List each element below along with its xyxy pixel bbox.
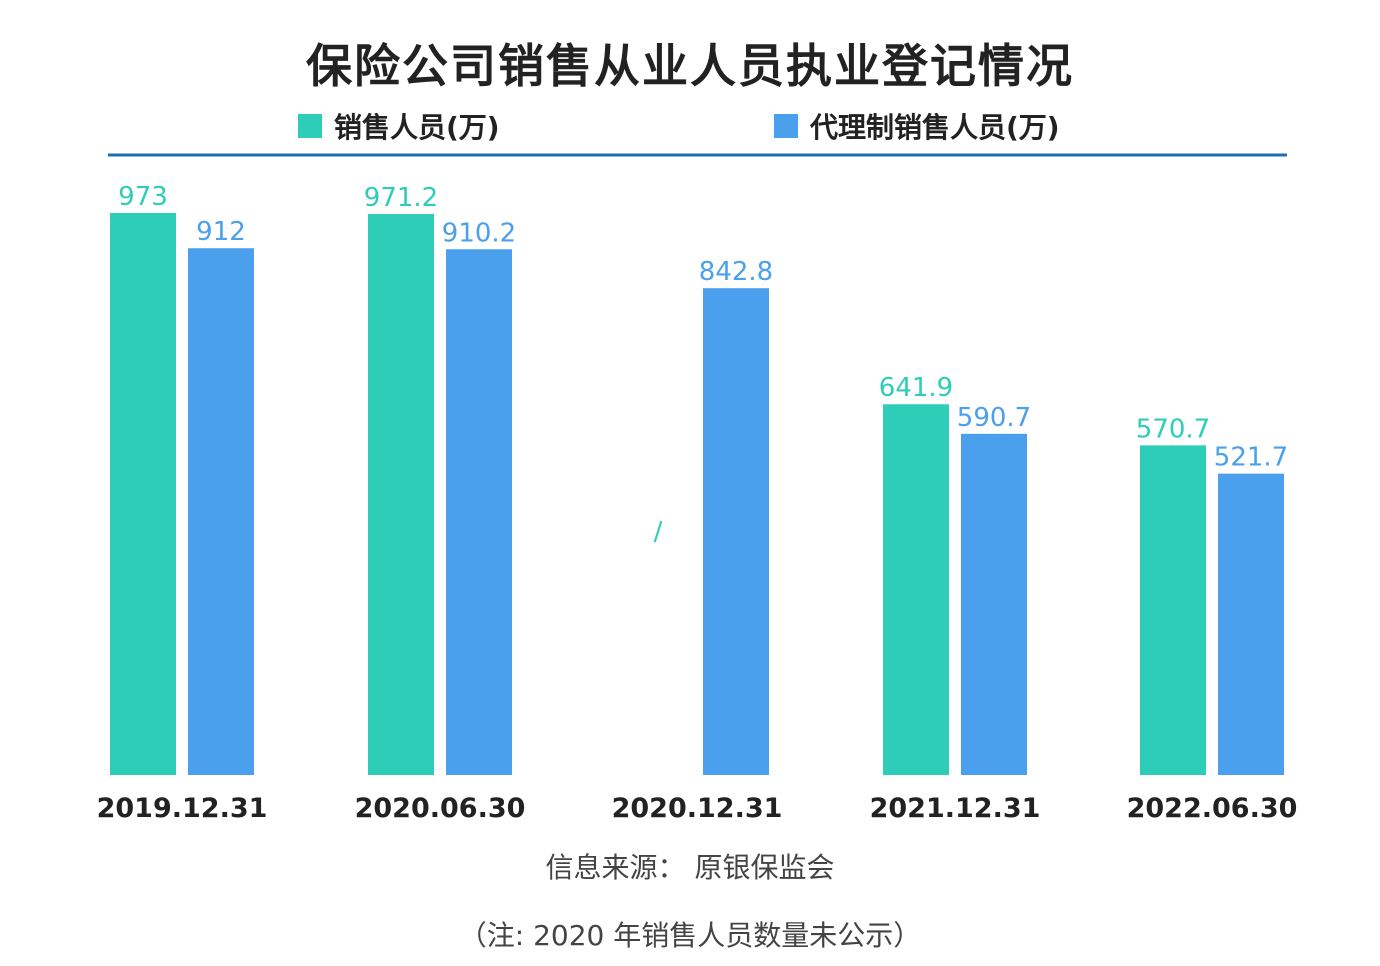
data-label-agent-0: 912 [196, 217, 246, 247]
legend: 销售人员(万) 代理制销售人员(万) [0, 106, 1380, 146]
legend-item-agent: 代理制销售人员(万) [774, 106, 1060, 146]
bar-sales-1 [368, 214, 434, 775]
data-label-agent-1: 910.2 [442, 218, 516, 248]
data-label-agent-2: 842.8 [699, 257, 773, 287]
bar-sales-0 [110, 213, 176, 775]
note-text: （注: 2020 年销售人员数量未公示） [458, 919, 922, 952]
bar-agent-1 [446, 249, 512, 776]
data-label-sales-1: 971.2 [364, 183, 438, 213]
data-label-sales-2: / [654, 517, 663, 547]
x-tick-label-4: 2022.06.30 [1127, 793, 1298, 824]
x-tick-label-2: 2020.12.31 [612, 793, 783, 824]
data-label-agent-3: 590.7 [957, 403, 1031, 433]
bar-agent-4 [1218, 473, 1284, 775]
legend-swatch-agent [774, 114, 798, 138]
bar-agent-3 [961, 433, 1027, 775]
data-label-sales-4: 570.7 [1136, 414, 1210, 444]
chart-title: 保险公司销售从业人员执业登记情况 [306, 39, 1074, 93]
bar-sales-3 [883, 404, 949, 775]
source-text: 信息来源： 原银保监会 [545, 851, 835, 884]
data-label-sales-0: 973 [118, 182, 168, 212]
legend-label-agent: 代理制销售人员(万) [810, 111, 1060, 144]
bar-agent-2 [703, 288, 769, 775]
x-tick-label-3: 2021.12.31 [870, 793, 1041, 824]
legend-item-sales: 销售人员(万) [298, 106, 500, 146]
legend-label-sales: 销售人员(万) [334, 111, 500, 144]
bar-sales-4 [1140, 445, 1206, 775]
data-label-agent-4: 521.7 [1214, 443, 1288, 473]
x-tick-label-0: 2019.12.31 [97, 793, 268, 824]
bar-agent-0 [188, 248, 254, 776]
data-label-sales-3: 641.9 [879, 373, 953, 403]
x-tick-label-1: 2020.06.30 [355, 793, 526, 824]
legend-swatch-sales [298, 114, 322, 138]
